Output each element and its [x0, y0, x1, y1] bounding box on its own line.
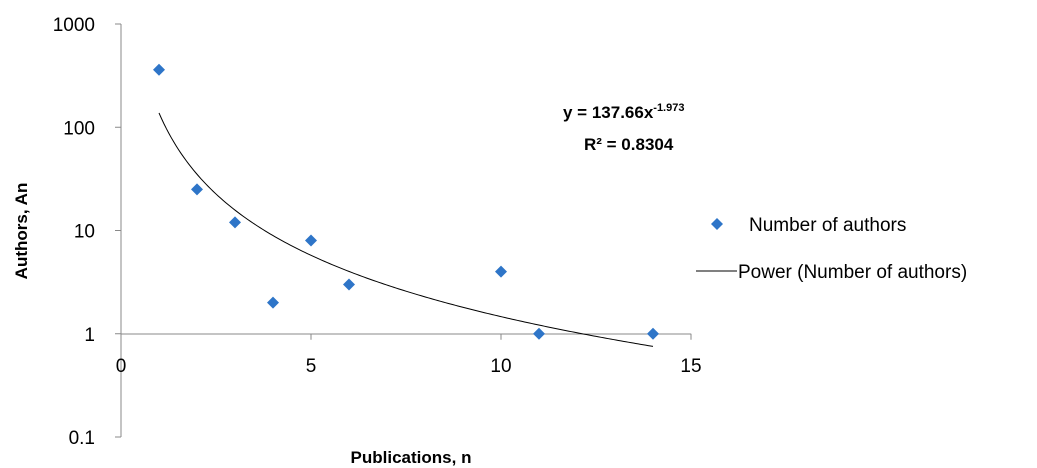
x-tick-label: 0 [116, 356, 127, 377]
x-tick-label: 15 [680, 356, 701, 377]
y-tick-label: 100 [63, 118, 95, 139]
data-point [495, 265, 507, 278]
r-squared-label: R² = 0.8304 [584, 135, 674, 154]
x-tick-label: 5 [306, 356, 317, 377]
legend-series-label: Number of authors [749, 215, 906, 236]
data-point [191, 183, 203, 196]
legend: Number of authors Power (Number of autho… [696, 215, 967, 283]
x-tick-group: 0 5 10 15 [116, 333, 702, 377]
power-trendline [158, 112, 654, 347]
data-point [533, 327, 545, 340]
trendline-equation: y = 137.66x-1.973 [563, 102, 684, 122]
data-point [647, 327, 659, 340]
axes [120, 24, 691, 437]
data-point [153, 63, 165, 76]
equation-base: y = 137.66x [563, 103, 654, 122]
data-point [343, 278, 355, 291]
legend-trendline-label: Power (Number of authors) [738, 262, 967, 283]
data-point [267, 296, 279, 309]
data-points [153, 63, 659, 340]
y-axis-title: Authors, An [12, 183, 31, 280]
equation-exponent: -1.973 [653, 102, 684, 114]
y-tick-group: 0.1 1 10 100 1000 [53, 15, 121, 449]
y-tick-label: 1000 [53, 15, 95, 36]
y-tick-label: 10 [74, 222, 95, 243]
data-point [229, 216, 241, 229]
data-point [305, 234, 317, 247]
y-tick-label: 0.1 [69, 428, 95, 449]
legend-diamond-marker [711, 218, 723, 230]
x-tick-label: 10 [490, 356, 511, 377]
y-tick-label: 1 [84, 325, 95, 346]
x-axis-title: Publications, n [351, 448, 472, 467]
